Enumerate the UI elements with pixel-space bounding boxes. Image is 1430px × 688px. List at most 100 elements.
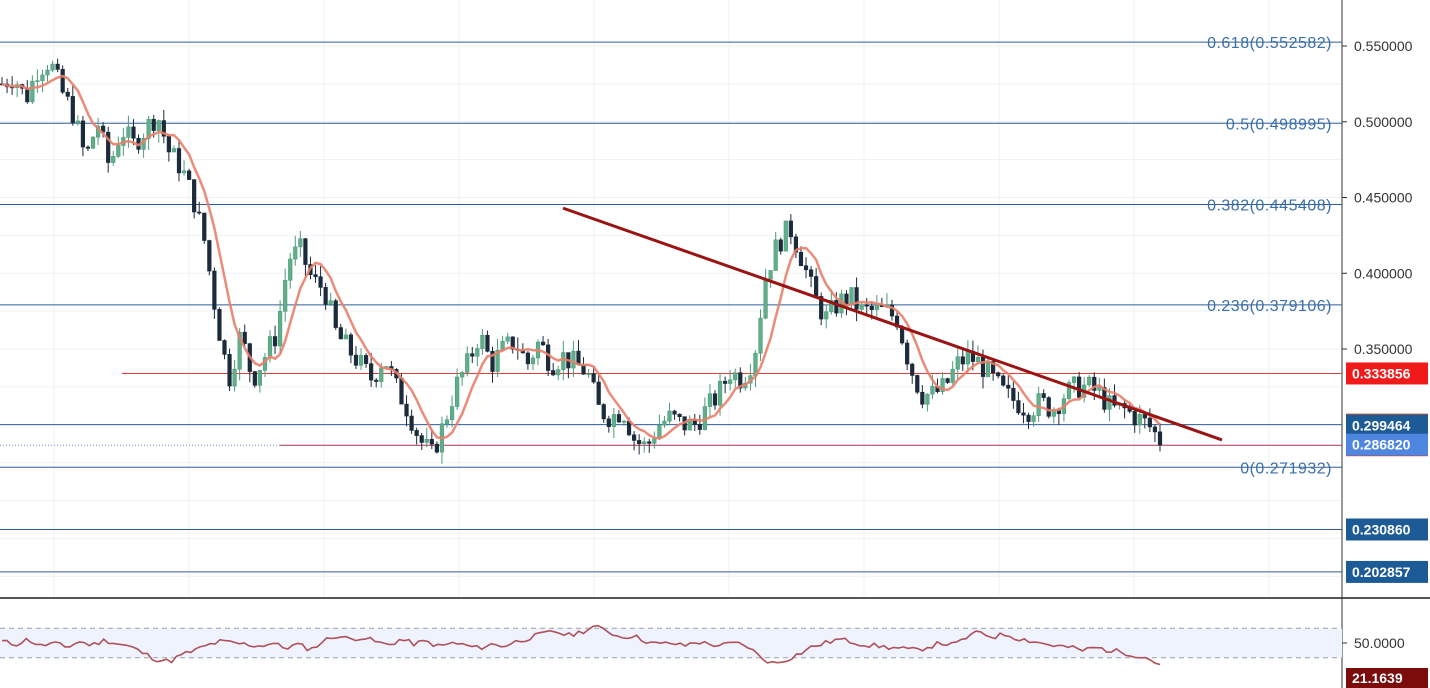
candle-body	[1031, 415, 1036, 422]
candle-body	[975, 356, 981, 362]
candle-body	[601, 404, 606, 420]
candle-body	[849, 287, 854, 305]
candle-body	[1147, 417, 1152, 428]
candle-body	[470, 353, 475, 357]
candle-body	[1036, 393, 1041, 417]
candle-body	[151, 118, 156, 131]
candle-body	[166, 135, 171, 153]
candle-body	[80, 120, 86, 148]
candle-body	[45, 69, 50, 76]
candle-body	[505, 336, 510, 342]
candle-body	[824, 311, 829, 320]
candle-body	[672, 410, 677, 415]
candle-body	[40, 74, 45, 81]
candle-body	[965, 350, 970, 365]
candle-body	[212, 270, 217, 310]
candle-body	[1107, 395, 1112, 410]
candle-body	[272, 336, 278, 347]
candle-body	[485, 334, 490, 352]
candle-body	[187, 170, 192, 180]
candle-body	[728, 379, 733, 384]
candle-body	[429, 439, 434, 445]
candle-body	[996, 372, 1001, 377]
candle-body	[55, 63, 60, 70]
candle-body	[328, 300, 333, 305]
candle-body	[717, 380, 723, 406]
candle-body	[1046, 397, 1051, 417]
candle-body	[111, 156, 116, 163]
candle-body	[1092, 376, 1097, 391]
candle-body	[733, 372, 738, 381]
candle-body	[773, 239, 778, 271]
candle-body	[677, 413, 682, 417]
candle-body	[374, 379, 379, 382]
candle-body	[950, 368, 955, 383]
rsi-value-label: 21.1639	[1352, 670, 1403, 686]
candle-body	[1132, 411, 1137, 426]
candle-body	[788, 220, 793, 238]
price-tag	[1346, 560, 1428, 583]
price-tag-label: 0.230860	[1352, 521, 1411, 537]
candle-body	[611, 414, 616, 427]
y-tick-label: 0.350000	[1354, 341, 1413, 357]
candle-body	[176, 148, 182, 174]
candle-body	[530, 357, 536, 365]
candle-body	[925, 393, 930, 405]
candle-body	[30, 80, 35, 103]
candle-body	[298, 238, 303, 248]
candle-body	[551, 370, 556, 376]
candle-body	[116, 145, 121, 157]
candle-body	[343, 334, 348, 340]
candle-body	[156, 120, 161, 131]
candle-body	[333, 300, 338, 328]
candle-body	[363, 355, 369, 364]
candle-body	[146, 118, 151, 139]
candle-body	[25, 87, 30, 103]
candle-body	[1006, 384, 1011, 389]
price-tag-label: 0.286820	[1352, 437, 1411, 453]
candle-body	[596, 381, 601, 405]
candle-body	[237, 331, 242, 370]
candle-body	[647, 441, 652, 444]
candle-body	[621, 420, 627, 423]
candle-body	[1016, 400, 1021, 414]
candle-body	[561, 352, 566, 370]
rsi-value-tag	[1346, 668, 1428, 688]
candle-body	[803, 265, 809, 271]
candle-body	[808, 269, 814, 277]
price-tag	[1346, 414, 1428, 437]
candle-body	[637, 440, 642, 444]
price-tag-label: 0.333856	[1352, 365, 1411, 381]
candle-body	[338, 327, 343, 340]
candle-body	[358, 355, 364, 366]
candle-body	[829, 299, 834, 313]
candle-body	[991, 361, 996, 374]
candle-body	[1026, 414, 1031, 422]
candle-body	[85, 146, 91, 149]
candle-body	[424, 439, 429, 443]
price-tag	[1346, 362, 1428, 385]
descending-trendline	[562, 206, 1223, 442]
y-tick-label: 0.500000	[1354, 114, 1413, 130]
candle-body	[399, 377, 404, 405]
candle-body	[707, 393, 713, 407]
rsi-panel: 50.0000 21.1639	[0, 624, 1428, 688]
candle-body	[455, 376, 460, 407]
candle-body	[207, 240, 212, 272]
candle-body	[1066, 382, 1072, 399]
fib-level-label: 0.236(0.379106)	[1207, 298, 1332, 315]
candle-body	[1142, 414, 1147, 419]
candle-body	[783, 220, 788, 252]
candle-body	[980, 356, 986, 377]
candle-body	[434, 443, 439, 453]
candle-body	[864, 304, 869, 307]
candle-body	[712, 393, 718, 406]
candle-body	[202, 212, 207, 241]
candle-body	[293, 246, 298, 260]
candle-body	[449, 406, 455, 421]
candle-body	[955, 356, 960, 370]
candle-body	[161, 120, 166, 137]
